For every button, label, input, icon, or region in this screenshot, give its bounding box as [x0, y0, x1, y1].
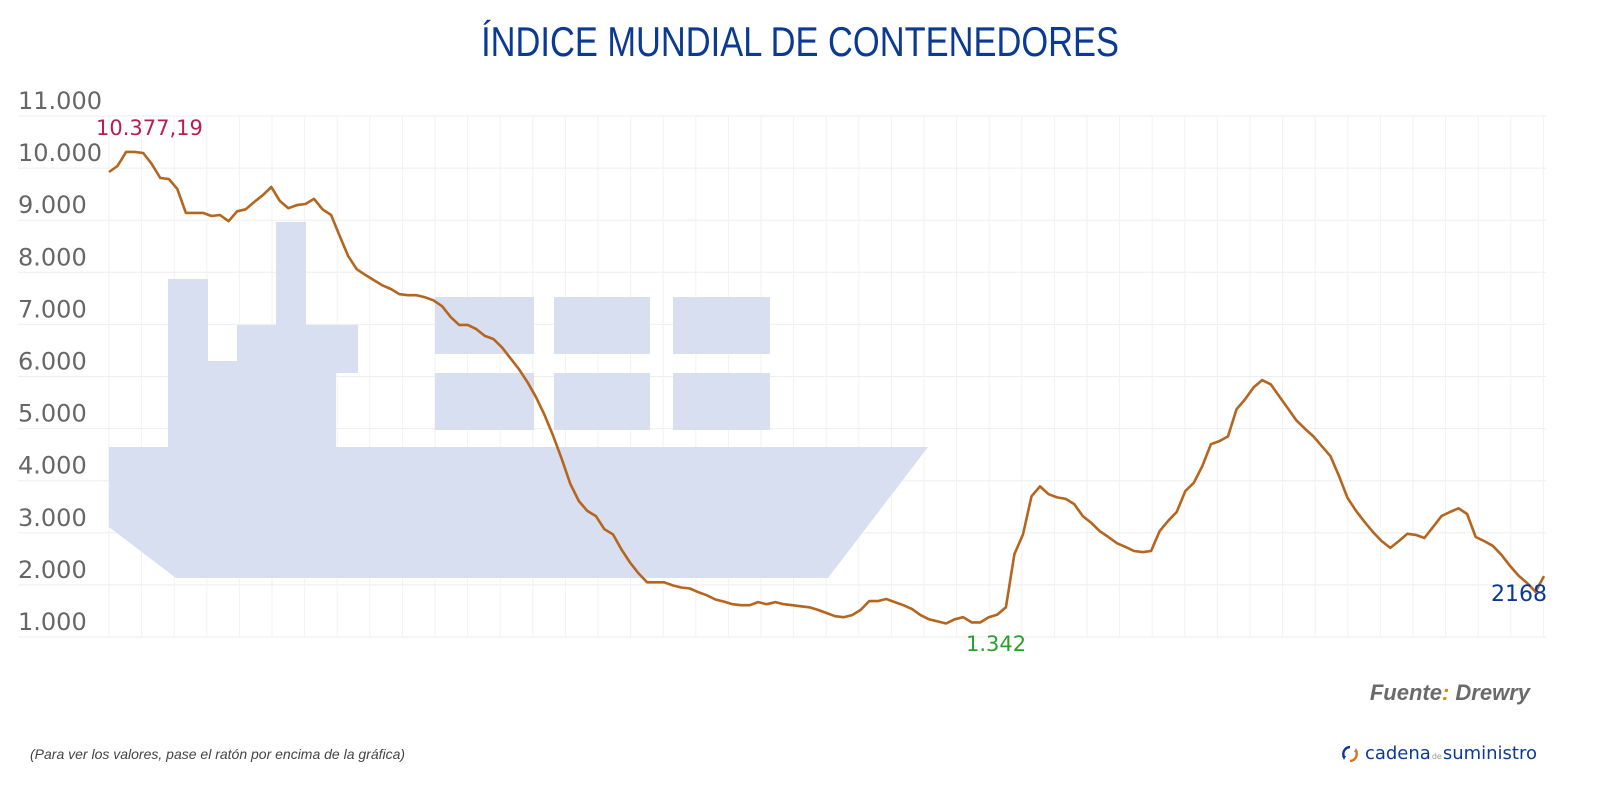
y-tick-label: 5.000 [18, 400, 87, 428]
y-tick-label: 1.000 [18, 608, 87, 636]
container [673, 373, 770, 430]
y-tick-label: 4.000 [18, 452, 87, 480]
logo-text-suministro: suministro [1442, 743, 1537, 764]
data-line[interactable] [108, 150, 1546, 625]
hover-hint: (Para ver los valores, pase el ratón por… [30, 746, 406, 762]
brand-logo[interactable]: cadenadesuministro [1341, 743, 1537, 764]
ship-hull [109, 222, 928, 578]
y-tick-label: 2.000 [18, 556, 87, 584]
refresh-arrows-icon [1341, 745, 1358, 762]
min-value-label: 1.342 [966, 632, 1026, 656]
container [554, 297, 650, 354]
container [435, 297, 534, 354]
y-tick-label: 3.000 [18, 504, 87, 532]
y-tick-label: 9.000 [18, 191, 87, 219]
container [673, 297, 770, 354]
source-credit: Fuente: Drewry [1370, 680, 1530, 706]
last-value-label: 2168 [1491, 582, 1547, 607]
max-value-label: 10.377,19 [96, 116, 203, 140]
y-tick-label: 6.000 [18, 348, 87, 376]
y-tick-label: 7.000 [18, 295, 87, 323]
y-tick-label: 8.000 [18, 243, 87, 271]
y-tick-label: 10.000 [18, 139, 102, 167]
source-label: Fuente [1369, 680, 1442, 705]
source-name: Drewry [1455, 680, 1530, 705]
container [554, 373, 650, 430]
logo-text-de: de [1431, 752, 1442, 761]
chart-title: ÍNDICE MUNDIAL DE CONTENEDORES [481, 18, 1119, 65]
y-axis-labels: 1.000 2.000 3.000 4.000 5.000 6.000 7.000 8.000… [18, 87, 102, 636]
source-colon: : [1441, 680, 1450, 705]
logo-text-cadena: cadena [1364, 743, 1431, 764]
y-tick-label: 11.000 [18, 87, 102, 115]
container [435, 373, 534, 430]
ship-illustration [109, 222, 928, 578]
